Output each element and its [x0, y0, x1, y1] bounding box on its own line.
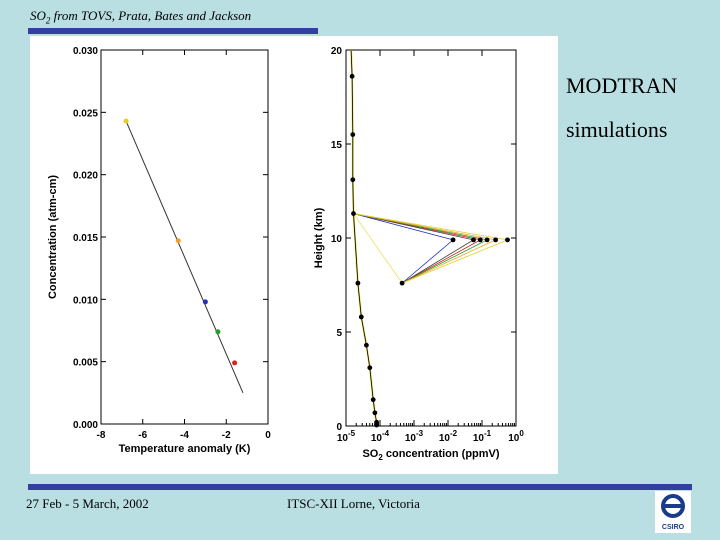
chart2-xtick-label: 100	[508, 429, 524, 444]
chart2-ytick-label: 0	[336, 422, 342, 433]
chart2-plume-connector	[353, 213, 403, 284]
chart2-ytick-label: 10	[331, 234, 343, 245]
chart1-xtick-label: 0	[265, 430, 271, 441]
footer-venue: ITSC-XII Lorne, Victoria	[287, 496, 420, 511]
chart2-xtick-label: 10-5	[337, 429, 356, 444]
chart-svg: -8 -6 -4 -2 0 0.000 0.005 0.010 0.015 0.020 0.025 0…	[47, 46, 524, 462]
chart1-xtick-label: -4	[180, 430, 189, 441]
chart2-profile-point	[372, 410, 378, 416]
chart2-profile-point	[358, 314, 364, 320]
chart2-plume-line-lower	[401, 239, 454, 284]
chart2-profile-point	[351, 211, 356, 216]
chart2-ytick-label: 5	[336, 328, 342, 339]
chart2-xtick-label: 10-4	[371, 429, 390, 444]
side-label-simulations: simulations	[566, 117, 668, 142]
slide-title: SO2 from TOVS, Prata, Bates and Jackson	[30, 8, 252, 26]
chart2-plume-line-lower	[401, 239, 488, 284]
chart1-ytick-label: 0.030	[73, 46, 98, 57]
chart2-profile-line	[350, 49, 378, 426]
footer-date: 27 Feb - 5 March, 2002	[26, 496, 149, 511]
chart1-point	[123, 118, 129, 124]
chart2-profile-point	[350, 132, 356, 137]
chart2-plume-peak-point	[477, 237, 483, 243]
chart1-xtick-label: -8	[97, 430, 106, 441]
chart1-ylabel: Concentration (atm-cm)	[47, 175, 59, 299]
chart2-plume-peak-point	[471, 237, 476, 243]
chart1-ytick-label: 0.000	[73, 420, 98, 431]
top-divider-bar	[28, 28, 318, 34]
chart1-ytick-label: 0.015	[73, 233, 98, 244]
chart1-xlabel: Temperature anomaly (K)	[119, 443, 251, 455]
chart1-point	[232, 360, 238, 366]
chart2-profile-point	[364, 342, 369, 348]
chart2-plume-peak-point	[450, 237, 456, 243]
chart2-plume-peak-point	[505, 237, 510, 243]
chart1-ytick-label: 0.025	[73, 108, 98, 119]
chart2-profile-point	[367, 365, 373, 371]
chart2-profile-point	[374, 422, 379, 428]
csiro-logo-graphic	[661, 494, 685, 518]
chart2-ytick-label: 20	[331, 46, 343, 57]
chart1-ytick-label: 0.010	[73, 295, 98, 306]
chart1-xtick-label: -2	[222, 430, 231, 441]
chart2-plume-peak-point	[493, 237, 498, 243]
chart1-point	[175, 238, 181, 244]
chart2-xtick-label: 10-1	[473, 429, 492, 444]
csiro-logo: CSIRO	[655, 491, 691, 533]
chart1-xtick-label: -6	[138, 430, 147, 441]
chart1-point	[215, 329, 221, 335]
chart2-plume-line-lower	[401, 239, 496, 284]
figure-panel: -8 -6 -4 -2 0 0.000 0.005 0.010 0.015 0.020 0.025 0…	[30, 36, 558, 474]
chart2-frame	[345, 49, 517, 427]
chart2-plume-line-upper	[353, 213, 454, 241]
chart2-profile-point	[355, 280, 361, 286]
chart1-ytick-label: 0.005	[73, 358, 98, 369]
chart1-frame	[100, 49, 269, 425]
chart2-xtick-label: 10-2	[439, 429, 458, 444]
chart2-profile-point	[350, 177, 356, 183]
chart2-plume-bottom-point	[399, 280, 405, 286]
side-label-modtran: MODTRAN	[566, 73, 678, 98]
logo-text: CSIRO	[661, 524, 685, 531]
chart1-fit-line	[125, 120, 244, 394]
chart2-xtick-label: 10-3	[405, 429, 424, 444]
chart2-plume-line-lower	[401, 239, 508, 284]
chart1-ytick-label: 0.020	[73, 171, 98, 182]
chart2-xlabel: SO2 concentration (ppmV)	[362, 448, 499, 462]
chart2-plume-line-lower	[401, 239, 481, 284]
chart2-plume-peak-point	[484, 237, 490, 243]
chart2-ylabel: Height (km)	[313, 207, 325, 268]
chart2-plume-line-lower	[401, 239, 474, 284]
bottom-divider-bar	[28, 484, 692, 490]
chart2-profile-point	[349, 73, 355, 79]
chart2-profile-point	[370, 397, 376, 403]
chart2-ytick-label: 15	[331, 140, 343, 151]
chart2-plume-line-upper	[353, 213, 508, 241]
chart1-point	[202, 299, 208, 305]
